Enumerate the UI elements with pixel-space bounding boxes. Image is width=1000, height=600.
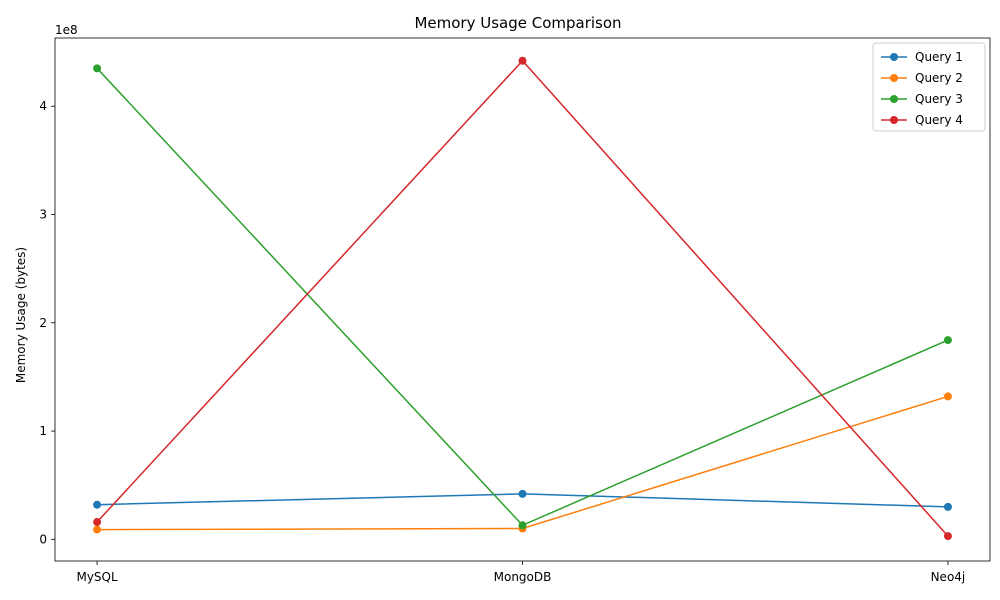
data-point-query-3 <box>518 521 527 530</box>
y-axis-label: Memory Usage (bytes) <box>14 247 28 383</box>
legend: Query 1 Query 2 Query 3 Query 4 <box>872 42 986 132</box>
x-tick-label: Neo4j <box>931 570 966 584</box>
plot-area: MySQL MongoDB Neo4j 0 1 2 3 4 <box>39 37 991 584</box>
legend-marker <box>890 95 898 103</box>
data-point-query-2 <box>93 525 102 534</box>
y-tick-label: 0 <box>39 532 47 546</box>
data-point-query-1 <box>943 502 952 511</box>
x-tick-label: MySQL <box>76 570 118 584</box>
x-tick-label: MongoDB <box>494 570 552 584</box>
y-offset-label: 1e8 <box>55 23 78 37</box>
y-tick-label: 3 <box>39 207 47 221</box>
legend-marker <box>890 74 898 82</box>
legend-label: Query 1 <box>915 50 963 64</box>
data-point-query-1 <box>93 500 102 509</box>
series-line-query-3 <box>96 67 949 527</box>
legend-marker <box>890 53 898 61</box>
y-tick-label: 1 <box>39 424 47 438</box>
legend-marker <box>890 116 898 124</box>
data-point-query-3 <box>93 64 102 73</box>
legend-label: Query 3 <box>915 92 963 106</box>
legend-label: Query 2 <box>915 71 963 85</box>
data-point-query-4 <box>943 532 952 541</box>
chart-title: Memory Usage Comparison <box>414 14 621 32</box>
y-tick-label: 4 <box>39 99 47 113</box>
series-line-query-4 <box>96 59 949 537</box>
data-point-query-4 <box>518 56 527 65</box>
y-tick-label: 2 <box>39 316 47 330</box>
series-line-query-2 <box>97 395 949 531</box>
data-point-query-2 <box>943 392 952 401</box>
plot-frame <box>54 37 991 562</box>
data-point-query-1 <box>518 489 527 498</box>
legend-box <box>872 42 986 132</box>
legend-label: Query 4 <box>915 113 963 127</box>
data-point-query-4 <box>93 518 102 527</box>
data-point-query-3 <box>943 336 952 345</box>
